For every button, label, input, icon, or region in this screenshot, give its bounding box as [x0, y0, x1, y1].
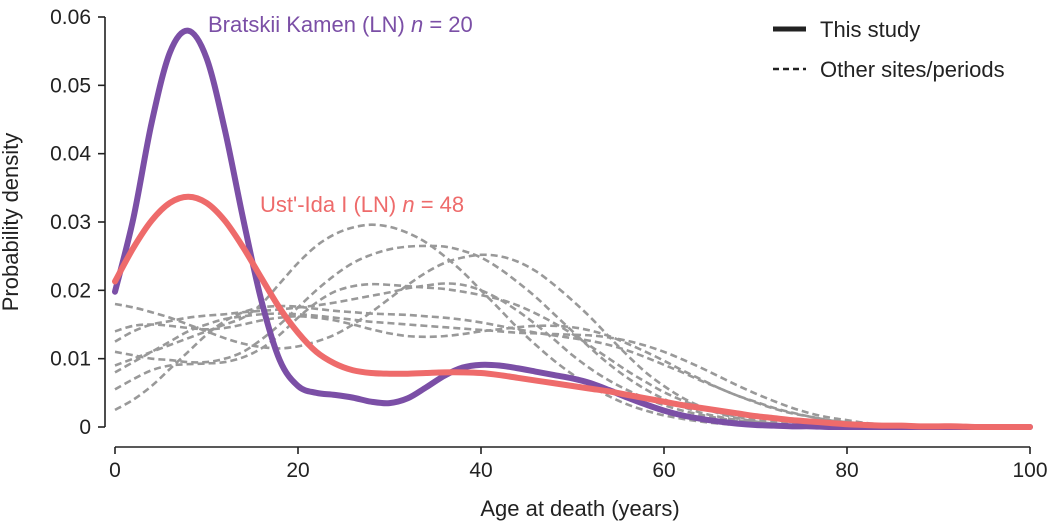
annotation-ust-ida-n: n — [402, 192, 414, 217]
x-tick-label: 20 — [286, 459, 309, 482]
x-ticks: 0 20 40 60 80 100 — [109, 447, 1048, 482]
annotation-bratskii-kamen: Bratskii Kamen (LN) n = 20 — [208, 12, 473, 37]
annotation-ust-ida-count: = 48 — [415, 192, 465, 217]
y-tick-label: 0 — [79, 416, 91, 439]
x-tick-label: 60 — [652, 459, 675, 482]
y-tick-label: 0.01 — [50, 348, 91, 371]
y-tick-label: 0.04 — [50, 143, 91, 166]
legend-label-this-study: This study — [820, 17, 920, 42]
y-tick-label: 0.03 — [50, 211, 91, 234]
other-site-curve-2 — [114, 253, 1030, 429]
x-tick-label: 100 — [1012, 459, 1047, 482]
this-study-curve-2 — [112, 193, 1033, 431]
legend: This study Other sites/periods — [773, 17, 1005, 82]
other-site-curve-6 — [114, 304, 1030, 429]
other-site-curve-7 — [114, 282, 1030, 429]
annotation-ust-ida: Ust'-Ida I (LN) n = 48 — [260, 192, 464, 217]
y-axis-title: Probability density — [0, 133, 23, 312]
x-axis: 0 20 40 60 80 100 — [109, 446, 1048, 482]
x-tick-label: 0 — [109, 459, 121, 482]
other-site-curve-4 — [114, 244, 1030, 429]
this-study-curve-1 — [112, 27, 1033, 431]
y-ticks: 0 0.01 0.02 0.03 0.04 0.05 0.06 — [50, 6, 105, 439]
annotation-bratskii-kamen-count: = 20 — [423, 12, 473, 37]
x-tick-label: 40 — [469, 459, 492, 482]
y-axis: 0 0.01 0.02 0.03 0.04 0.05 0.06 — [50, 6, 106, 439]
annotation-bratskii-kamen-n: n — [411, 12, 423, 37]
y-tick-label: 0.02 — [50, 279, 91, 302]
x-axis-title: Age at death (years) — [480, 496, 679, 521]
other-site-curve-1 — [114, 282, 1030, 429]
x-tick-label: 80 — [835, 459, 858, 482]
this-study-curves — [112, 27, 1033, 431]
y-tick-label: 0.06 — [50, 6, 91, 29]
legend-label-other-sites: Other sites/periods — [820, 57, 1005, 82]
annotation-ust-ida-name: Ust'-Ida I (LN) — [260, 192, 396, 217]
y-tick-label: 0.05 — [50, 74, 91, 97]
annotation-bratskii-kamen-name: Bratskii Kamen (LN) — [208, 12, 405, 37]
